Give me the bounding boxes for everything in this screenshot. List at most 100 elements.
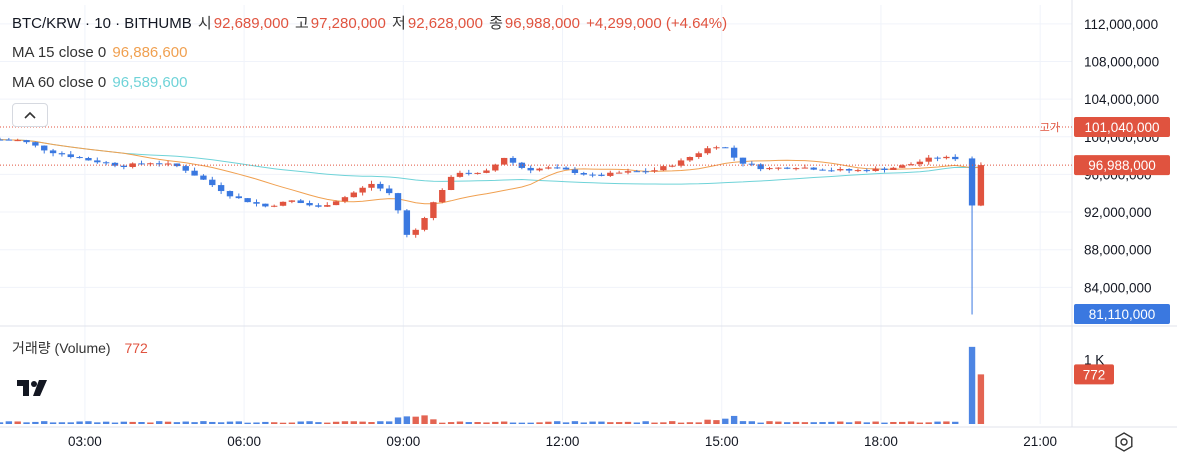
time-tick-label: 12:00 — [546, 434, 580, 449]
candle-body — [439, 190, 446, 203]
volume-bar — [200, 421, 207, 424]
ma60-legend[interactable]: MA 60 close 0 96,589,600 — [12, 74, 189, 91]
volume-bar — [571, 421, 579, 424]
candle-body — [288, 200, 296, 202]
volume-bar — [49, 422, 57, 424]
volume-bar — [41, 421, 48, 424]
volume-bar — [14, 421, 21, 424]
volume-bar — [500, 421, 508, 424]
volume-bar — [138, 422, 145, 424]
candle-body — [253, 202, 260, 204]
ma60-value: 96,589,600 — [112, 74, 188, 91]
low-price-tag-bg — [1074, 304, 1170, 325]
symbol-title[interactable]: BTC/KRW · 10 · BITHUMB — [12, 15, 192, 32]
candle-body — [977, 165, 985, 206]
candle-body — [271, 205, 278, 207]
volume-bar — [403, 416, 411, 424]
tradingview-logo-icon[interactable] — [12, 368, 52, 408]
volume-bar — [32, 421, 39, 424]
candle-body — [545, 167, 552, 169]
volume-bar — [863, 422, 870, 424]
candle-body — [403, 210, 411, 235]
volume-bar — [580, 422, 587, 424]
volume-bar — [359, 421, 366, 424]
price-tick-label: 104,000,000 — [1084, 92, 1159, 107]
volume-bar — [271, 422, 278, 424]
candle-body — [359, 187, 366, 193]
volume-bar — [368, 422, 375, 424]
volume-bar — [156, 421, 163, 424]
low-label: 저 — [392, 15, 406, 32]
candle-body — [722, 147, 729, 149]
volume-bar — [766, 421, 773, 424]
volume-bar — [209, 421, 216, 424]
volume-bar — [801, 422, 809, 424]
candle-body — [394, 193, 402, 211]
ma15-line — [0, 139, 981, 205]
candle-body — [456, 172, 464, 177]
volume-bar — [554, 421, 561, 424]
volume-bar — [589, 421, 596, 424]
candle-body — [500, 157, 508, 165]
candle-body — [837, 169, 844, 171]
time-tick-label: 15:00 — [705, 434, 739, 449]
volume-bar — [916, 422, 924, 424]
symbol-legend: BTC/KRW · 10 · BITHUMB 시 92,689,000 고 97,2… — [12, 12, 729, 33]
volume-bar — [968, 346, 976, 424]
open-value: 92,689,000 — [213, 15, 289, 32]
volume-bar — [624, 421, 632, 424]
candle-body — [412, 229, 419, 235]
candle-body — [235, 196, 242, 199]
volume-bar — [474, 422, 481, 424]
volume-bar — [341, 421, 349, 424]
volume-bar — [598, 421, 605, 424]
candle-body — [695, 153, 702, 158]
candle-body — [686, 157, 694, 161]
candle-body — [580, 173, 587, 175]
time-tick-label: 09:00 — [386, 434, 420, 449]
volume-bar — [173, 422, 181, 424]
ma15-legend[interactable]: MA 15 close 0 96,886,600 — [12, 44, 189, 61]
volume-bar — [890, 421, 897, 424]
candle-body — [332, 201, 340, 206]
candle-body — [76, 157, 83, 159]
candle-body — [784, 167, 791, 169]
volume-bar — [713, 420, 720, 424]
volume-bar — [244, 422, 251, 424]
last-price-tag-bg — [1074, 155, 1170, 176]
candle-body — [385, 188, 393, 194]
high-value: 97,280,000 — [310, 15, 386, 32]
volume-bar — [164, 421, 172, 424]
volume-bar — [465, 422, 472, 424]
volume-bar — [23, 422, 30, 424]
volume-bar — [288, 422, 296, 424]
volume-bar — [633, 422, 641, 424]
candle-body — [262, 203, 269, 207]
candle-body — [430, 202, 437, 219]
candle-body — [191, 170, 198, 176]
change-value: +4,299,000 (+4.64%) — [586, 15, 728, 32]
volume-bar — [677, 422, 685, 424]
volume-bar — [191, 422, 198, 424]
settings-hex-icon[interactable] — [1112, 430, 1136, 454]
volume-bar — [217, 422, 225, 424]
candle-body — [819, 169, 826, 171]
high-price-tag: 101,040,000 — [1084, 120, 1159, 135]
candle-body — [748, 163, 755, 165]
candle-body — [660, 166, 667, 171]
volume-bar — [898, 421, 906, 424]
candle-body — [200, 175, 207, 180]
collapse-legend-button[interactable] — [12, 103, 48, 127]
volume-bar — [819, 422, 826, 424]
candle-body — [518, 162, 526, 168]
candle-body — [801, 167, 809, 169]
volume-bar — [253, 422, 260, 424]
volume-bar — [430, 419, 437, 424]
volume-bar — [0, 422, 4, 424]
candle-body — [792, 168, 800, 170]
open-label: 시 — [197, 15, 212, 32]
volume-bar — [695, 422, 702, 424]
volume-legend[interactable]: 거래량 (Volume) 772 — [12, 338, 150, 358]
volume-bar — [85, 421, 92, 424]
